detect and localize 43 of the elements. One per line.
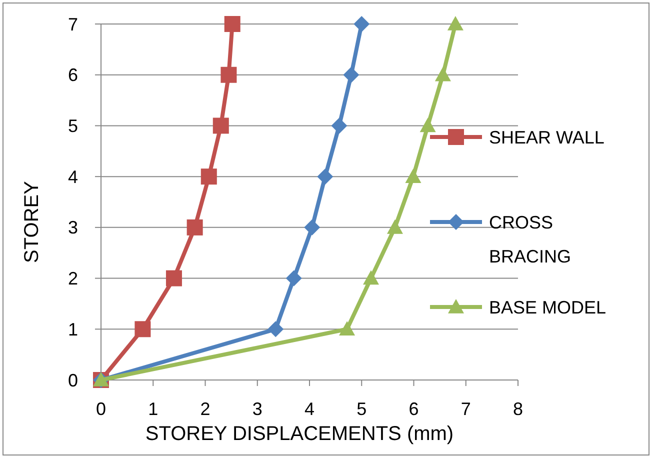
x-tick-label: 8 xyxy=(512,399,524,419)
point xyxy=(343,66,360,83)
point xyxy=(420,118,436,132)
point xyxy=(212,118,229,134)
x-axis-title: STOREY DISPLACEMENTS (mm) xyxy=(145,423,454,445)
x-tick-label: 1 xyxy=(148,399,158,419)
y-tick-label: 6 xyxy=(68,65,78,86)
point xyxy=(386,219,403,234)
y-tick-label: 4 xyxy=(68,166,78,187)
y-tick-label: 5 xyxy=(68,116,78,136)
legend-label: CROSS BRACING xyxy=(489,212,572,266)
point xyxy=(354,16,370,32)
y-tick-label: 3 xyxy=(68,218,78,238)
point xyxy=(224,16,240,32)
point xyxy=(447,16,464,30)
point xyxy=(317,168,334,185)
x-tick-label: 5 xyxy=(356,399,367,419)
x-tick-label: 2 xyxy=(200,399,210,419)
point xyxy=(339,321,356,336)
legend-label: BASE MODEL xyxy=(489,297,606,318)
point xyxy=(304,219,320,236)
y-tick-label: 7 xyxy=(68,14,78,34)
y-tick-label: 2 xyxy=(68,268,78,289)
x-tick-label: 3 xyxy=(252,399,262,419)
point xyxy=(268,321,284,338)
legend-label: SHEAR WALL xyxy=(489,127,604,148)
point xyxy=(405,168,422,183)
y-tick-label: 0 xyxy=(68,370,78,390)
x-tick-label: 4 xyxy=(304,399,315,419)
x-tick-label: 0 xyxy=(96,399,106,419)
point xyxy=(220,66,237,83)
x-tick-label: 6 xyxy=(408,399,419,419)
point xyxy=(134,321,151,338)
point xyxy=(363,270,380,285)
point xyxy=(286,270,302,286)
point xyxy=(166,270,182,286)
y-axis-title: STOREY xyxy=(21,181,43,263)
point xyxy=(434,66,451,82)
y-tick-label: 1 xyxy=(68,319,78,340)
point xyxy=(200,168,217,185)
x-tick-label: 7 xyxy=(460,399,471,419)
point xyxy=(331,118,348,134)
point xyxy=(186,219,203,236)
